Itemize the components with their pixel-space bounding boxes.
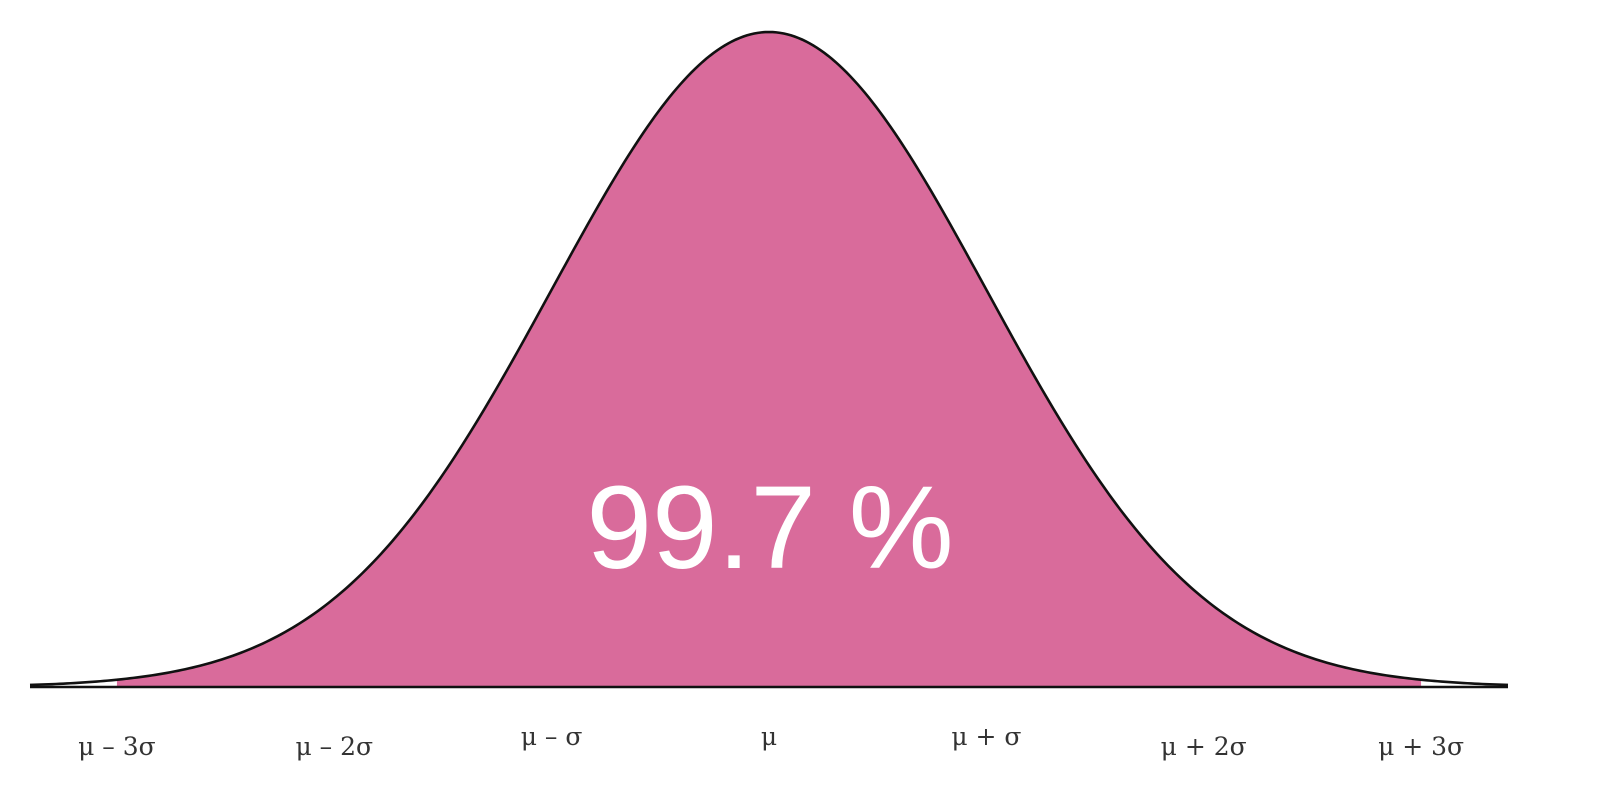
x-tick-label: μ + 2σ bbox=[1161, 732, 1247, 761]
x-tick-label: μ bbox=[761, 722, 777, 751]
x-tick-label: μ + 3σ bbox=[1378, 732, 1464, 761]
x-tick-label: μ – σ bbox=[521, 722, 583, 751]
density-curve bbox=[29, 30, 1509, 687]
x-tick-label: μ – 2σ bbox=[295, 732, 373, 761]
shaded-area-99-7 bbox=[116, 32, 1422, 687]
x-tick-label: μ + σ bbox=[951, 722, 1021, 751]
x-tick-label: μ – 3σ bbox=[78, 732, 156, 761]
percent-label: 99.7 % bbox=[586, 462, 953, 594]
x-tick-labels: μ – 3σ μ – 2σ μ – σ μ μ + σ μ + 2σ μ + 3σ bbox=[78, 722, 1464, 761]
